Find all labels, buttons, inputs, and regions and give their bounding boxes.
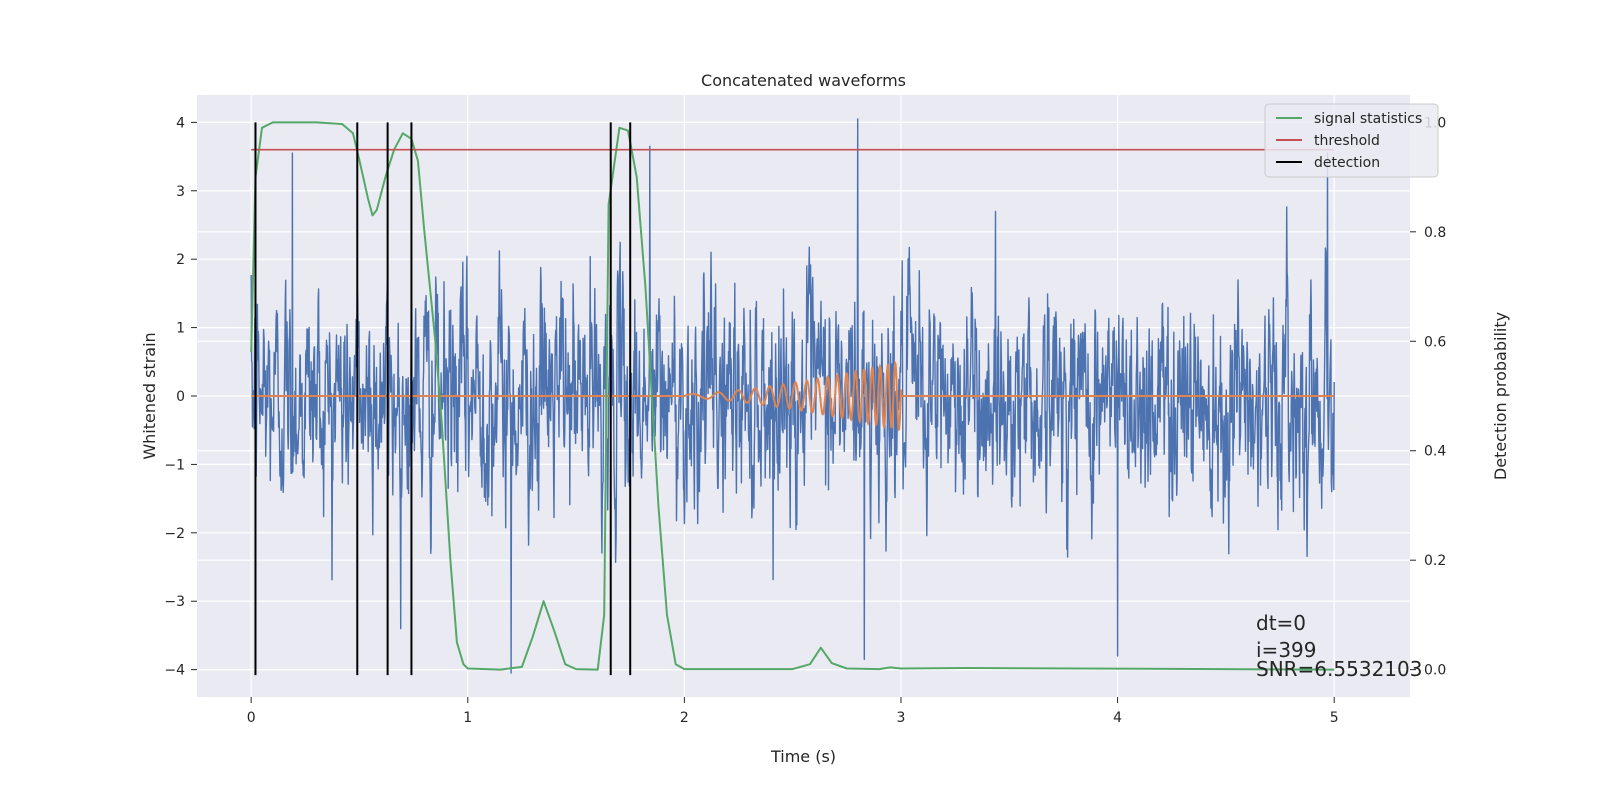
y-tick-label: 2 (176, 252, 185, 268)
detection-series (254, 122, 632, 676)
y-tick-label: 4 (176, 115, 185, 131)
x-tick-label: 4 (1113, 710, 1122, 726)
statistics-line (250, 121, 1335, 671)
y-tick-label: 3 (176, 184, 185, 200)
y2-axis-label: Detection probability (1491, 312, 1510, 480)
waveform-line (251, 360, 1335, 432)
strain-series (250, 118, 1335, 674)
y2-tick-label: 0.8 (1424, 225, 1446, 241)
statistics-series (250, 121, 1335, 671)
y-tick-label: −3 (164, 594, 185, 610)
x-axis-label: Time (s) (770, 747, 836, 766)
legend-label-threshold: threshold (1314, 133, 1380, 149)
y-tick-label: −1 (164, 457, 185, 473)
y2-tick-label: 0.2 (1424, 553, 1446, 569)
y2-tick-label: 0.4 (1424, 444, 1446, 460)
y-tick-label: −2 (164, 526, 185, 542)
annotation-snr: SNR=6.5532103 (1256, 657, 1422, 681)
x-tick-label: 5 (1330, 710, 1339, 726)
annotation-index: i=399 (1256, 638, 1317, 662)
annotations: dt=0 i=399 SNR=6.5532103 (1256, 611, 1422, 681)
x-tick-label: 1 (463, 710, 472, 726)
legend: signal statistics threshold detection (1264, 103, 1439, 178)
y-tick-label: 1 (176, 321, 185, 337)
legend-label-statistics: signal statistics (1314, 111, 1422, 127)
strain-line (250, 118, 1335, 674)
waveform-series (251, 360, 1335, 432)
x-tick-label: 2 (680, 710, 689, 726)
y-axis-label: Whitened strain (140, 332, 159, 459)
legend-label-detection: detection (1314, 155, 1380, 171)
legend-box (1264, 103, 1439, 178)
y-tick-label: −4 (164, 663, 185, 679)
y2-tick-label: 0.6 (1424, 334, 1446, 350)
y-tick-label: 0 (176, 389, 185, 405)
x-tick-label: 3 (897, 710, 906, 726)
x-tick-label: 0 (247, 710, 256, 726)
y2-tick-label: 0.0 (1424, 663, 1446, 679)
annotation-dt: dt=0 (1256, 611, 1306, 635)
chart-title: Concatenated waveforms (701, 71, 906, 90)
